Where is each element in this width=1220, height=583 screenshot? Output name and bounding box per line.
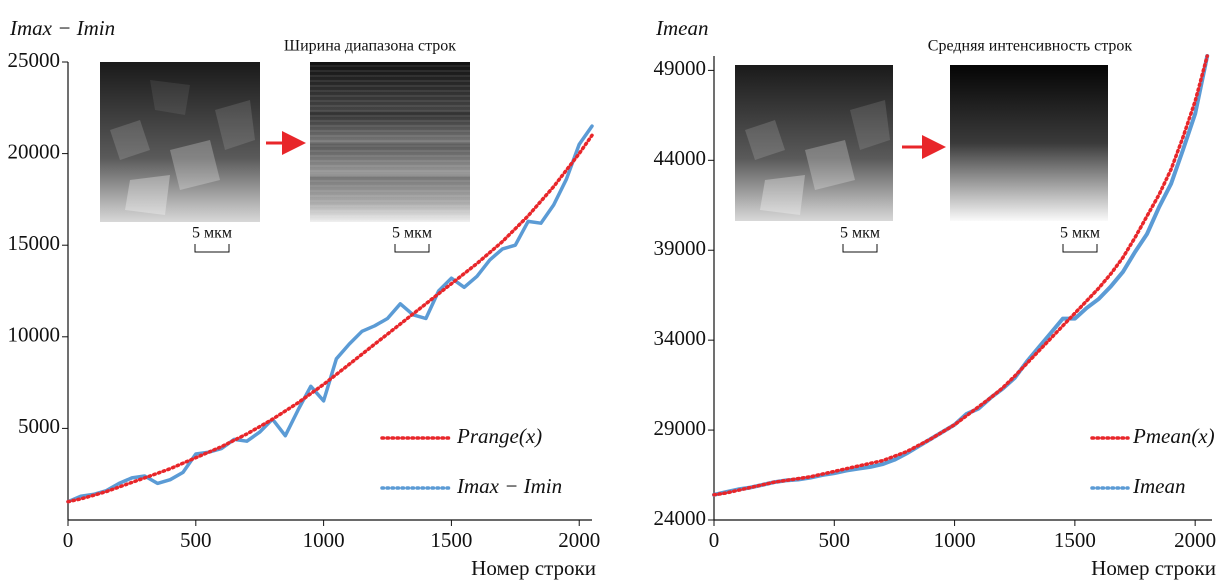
- x-tick-label: 1500: [430, 528, 472, 552]
- x-tick-label: 2000: [1174, 528, 1216, 552]
- page: ImeanНомер строки20001500100050004900044…: [0, 0, 1220, 583]
- inset-title: Ширина диапазона строк: [284, 38, 456, 55]
- row-mean-image: [950, 65, 1108, 221]
- y-tick-label: 29000: [654, 416, 707, 440]
- scale-label: 5 мкм: [1060, 225, 1100, 242]
- x-tick-label: 1000: [934, 528, 976, 552]
- x-tick-label: 1000: [303, 528, 345, 552]
- y-axis-label: Imax − Imin: [9, 16, 115, 40]
- x-axis-label: Номер строки: [471, 556, 596, 580]
- y-tick-label: 24000: [654, 506, 707, 530]
- scale-label: 5 мкм: [192, 225, 232, 242]
- y-tick-label: 44000: [654, 146, 707, 170]
- y-tick-label: 20000: [8, 139, 61, 163]
- scale-label: 5 мкм: [840, 225, 880, 242]
- x-tick-label: 0: [63, 528, 74, 552]
- legend-label: Imean: [1132, 474, 1185, 498]
- row-stripes: [310, 62, 470, 222]
- scale-label: 5 мкм: [392, 225, 432, 242]
- legend-label: Prange(x): [456, 424, 542, 448]
- inset-left: Ширина диапазона строк 5 мкм 5 мкм: [100, 38, 470, 252]
- y-tick-label: 39000: [654, 236, 707, 260]
- scale-bar: [395, 244, 429, 252]
- y-tick-label: 34000: [654, 326, 707, 350]
- y-tick-label: 10000: [8, 323, 61, 347]
- x-axis-label: Номер строки: [1091, 556, 1216, 580]
- x-tick-label: 500: [819, 528, 851, 552]
- x-tick-label: 1500: [1054, 528, 1096, 552]
- scale-bar: [195, 244, 229, 252]
- legend-label: Pmean(x): [1132, 424, 1215, 448]
- scale-bar: [1063, 244, 1097, 252]
- scale-bar: [843, 244, 877, 252]
- x-tick-label: 0: [709, 528, 720, 552]
- figure: ImeanНомер строки20001500100050004900044…: [0, 0, 1220, 583]
- y-tick-label: 5000: [18, 414, 60, 438]
- y-tick-label: 49000: [654, 56, 707, 80]
- legend-label: Imax − Imin: [456, 474, 562, 498]
- x-tick-label: 500: [180, 528, 212, 552]
- y-tick-label: 15000: [8, 231, 61, 255]
- inset-title: Средняя интенсивность строк: [928, 38, 1133, 55]
- inset-right: Средняя интенсивность строк 5 мкм 5 мкм: [735, 38, 1132, 252]
- y-axis-label: Imean: [655, 16, 708, 40]
- y-tick-label: 25000: [8, 48, 61, 72]
- x-tick-label: 2000: [558, 528, 600, 552]
